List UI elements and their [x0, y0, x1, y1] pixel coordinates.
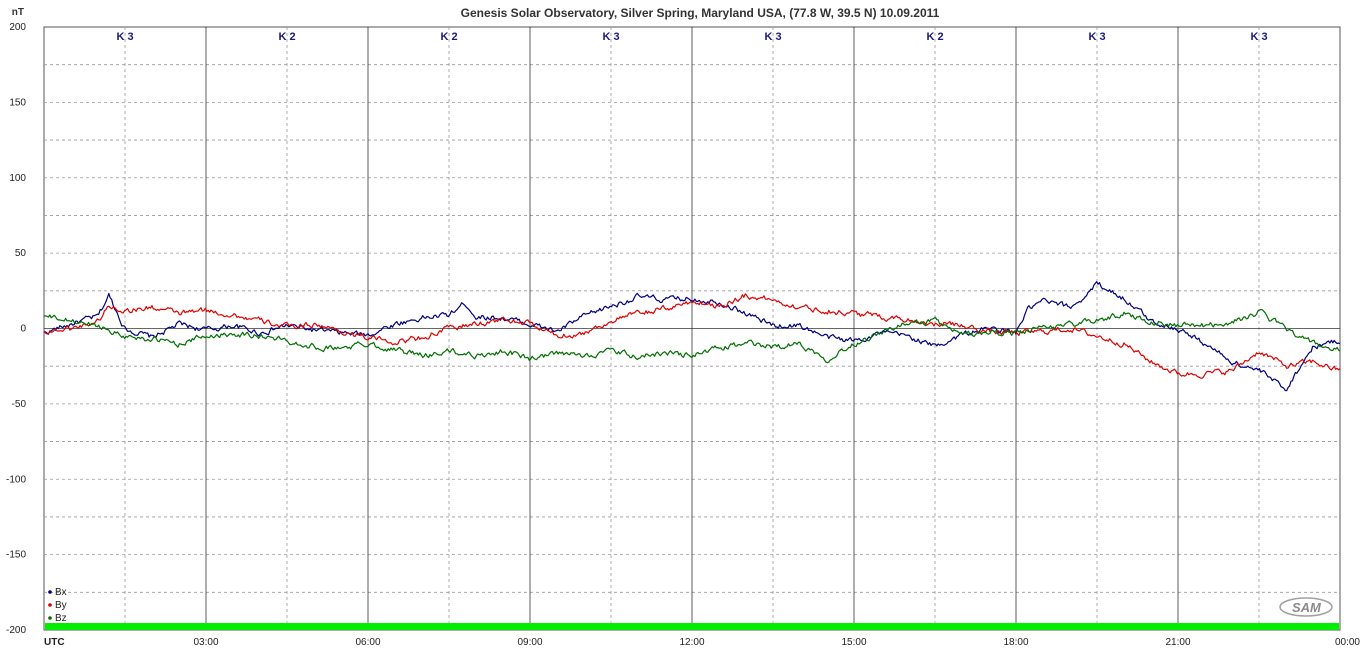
logo-swoosh	[1279, 597, 1333, 617]
y-tick-label: -50	[12, 399, 27, 410]
sam-logo: SAM	[1279, 597, 1333, 617]
x-axis-label: UTC	[44, 637, 65, 648]
k-index-label: K 2	[278, 31, 295, 43]
data-series	[43, 281, 1341, 392]
legend-marker-bx	[48, 590, 52, 594]
y-tick-label: 50	[15, 248, 27, 259]
x-tick-label: 06:00	[355, 637, 380, 648]
y-tick-label: 0	[20, 324, 26, 335]
k-index-label: K 2	[440, 31, 457, 43]
series-line-by	[43, 293, 1341, 379]
k-index-label: K 3	[1088, 31, 1105, 43]
status-bar	[45, 623, 1339, 630]
y-tick-label: -100	[6, 474, 26, 485]
series-line-bz	[43, 309, 1341, 364]
y-tick-label: 150	[9, 97, 26, 108]
x-tick-label: 03:00	[193, 637, 218, 648]
legend-label-bx: Bx	[55, 587, 67, 598]
x-tick-label: 21:00	[1165, 637, 1190, 648]
x-tick-labels: 03:00 06:00 09:00 12:00 15:00 18:00 21:00 00:00	[193, 637, 1360, 648]
chart-title: Genesis Solar Observatory, Silver Spring…	[461, 6, 940, 20]
y-tick-label: 100	[9, 173, 26, 184]
x-tick-label: 09:00	[517, 637, 542, 648]
k-index-label: K 3	[764, 31, 781, 43]
legend-marker-by	[48, 603, 52, 607]
y-tick-labels: 200 150 100 50 0 -50 -100 -150 -200	[6, 22, 26, 636]
legend-label-bz: Bz	[55, 613, 67, 624]
legend-label-by: By	[55, 600, 67, 611]
legend-marker-bz	[48, 616, 52, 620]
legend-item-by: By	[48, 600, 67, 611]
logo-text: SAM	[1292, 600, 1322, 615]
y-axis-label: nT	[12, 7, 24, 18]
x-tick-label: 12:00	[679, 637, 704, 648]
series-line-bx	[43, 281, 1341, 392]
x-tick-label: 00:00	[1335, 637, 1360, 648]
legend-item-bz: Bz	[48, 613, 67, 624]
legend: Bx By Bz	[48, 587, 67, 624]
k-index-labels: K 3 K 2 K 2 K 3 K 3 K 2 K 3 K 3	[116, 31, 1267, 43]
y-tick-label: 200	[9, 22, 26, 33]
legend-item-bx: Bx	[48, 587, 67, 598]
x-tick-label: 15:00	[841, 637, 866, 648]
y-tick-label: -200	[6, 625, 26, 636]
y-tick-label: -150	[6, 550, 26, 561]
k-index-label: K 3	[116, 31, 133, 43]
k-index-label: K 2	[926, 31, 943, 43]
k-index-label: K 3	[602, 31, 619, 43]
x-tick-label: 18:00	[1003, 637, 1028, 648]
k-index-label: K 3	[1250, 31, 1267, 43]
